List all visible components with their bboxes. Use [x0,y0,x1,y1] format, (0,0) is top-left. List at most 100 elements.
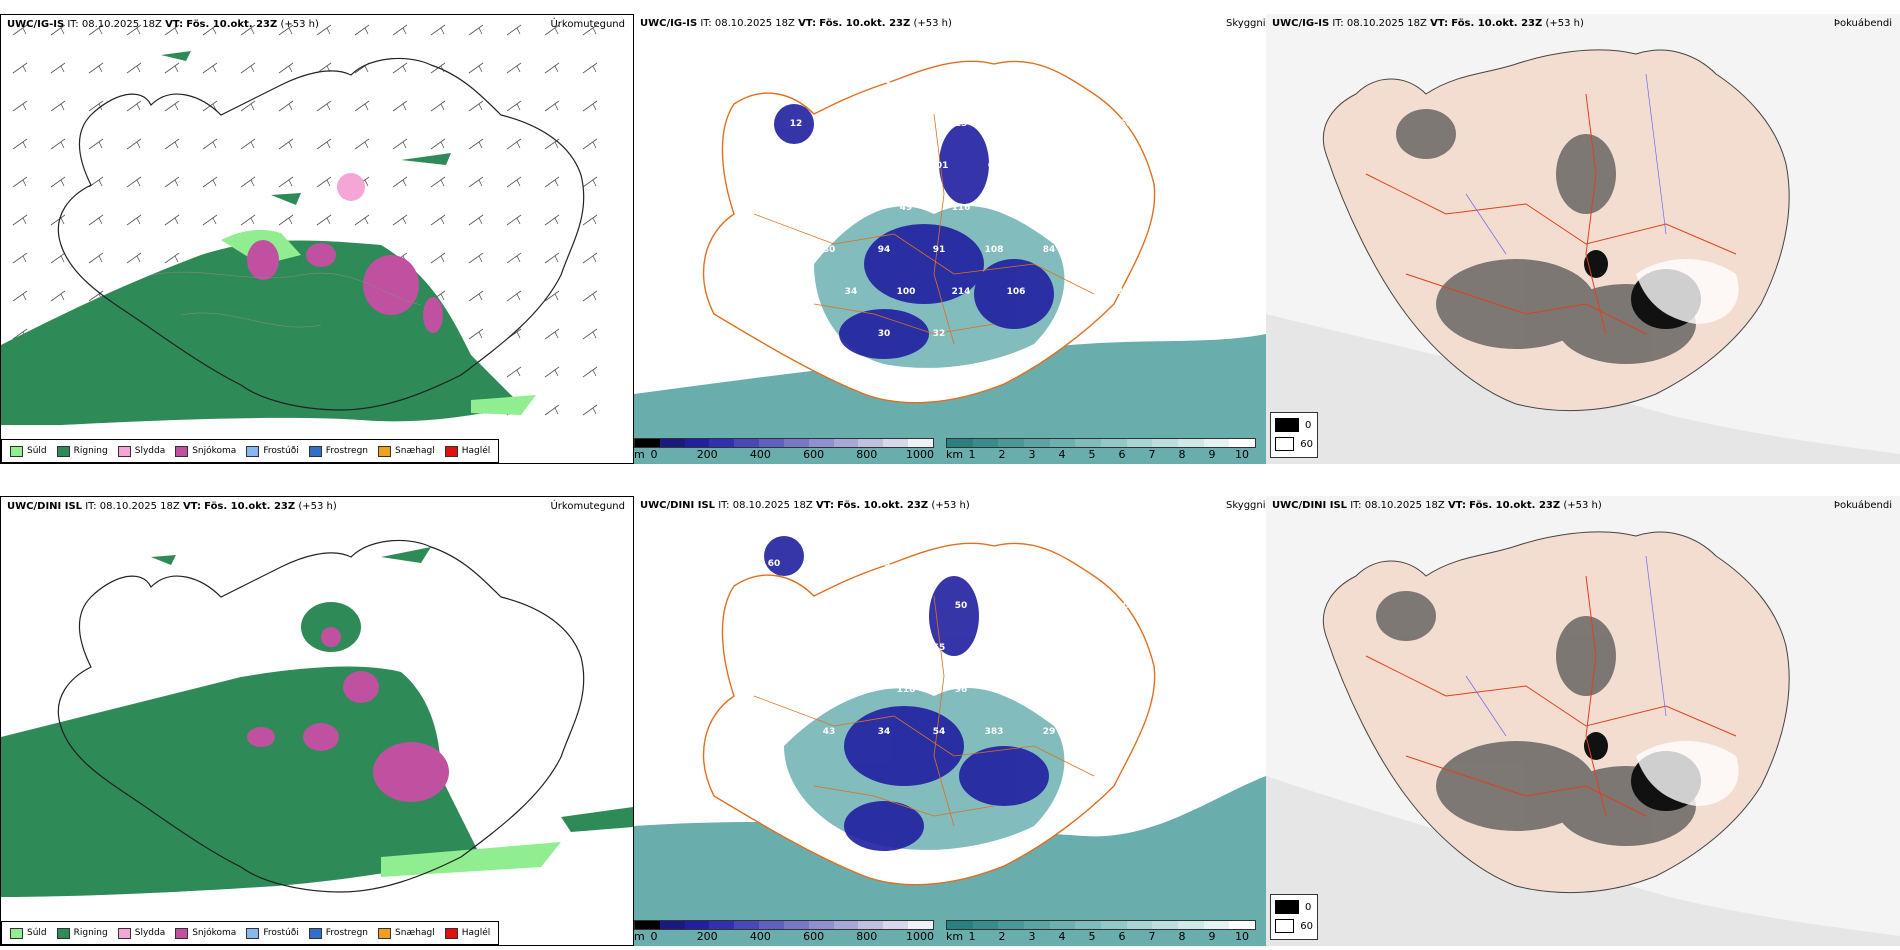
wind-barb-icon [88,62,104,74]
precip-header-row1: UWC/IG-IS IT: 08.10.2025 18Z VT: Fös. 10… [7,19,319,30]
fog-map-row1 [1266,49,1900,464]
wind-barb-icon [544,366,560,378]
wind-barb-icon [430,176,446,188]
cloud-base-label: 103 [1117,601,1136,611]
colorbar-tick-label: 400 [749,448,771,461]
colorbar-swatch [783,439,809,447]
wind-barb-icon [316,176,332,188]
cloud-base-label: 27 [900,119,913,129]
legend-item: Snjókoma [175,445,236,457]
colorbar-swatch [833,439,859,447]
cloud-base-label: 47 [823,329,836,339]
wind-barb-icon [544,176,560,188]
cloud-base-label: 104 [765,245,784,255]
cloud-header-row1: UWC/IG-IS IT: 08.10.2025 18Z VT: Fös. 10… [640,18,952,29]
wind-barb-icon [240,176,256,188]
wind-barb-icon [12,138,28,150]
wind-barb-icon [506,62,522,74]
fog-legend-swatch-60 [1275,437,1295,451]
cloud-base-label: 100 [897,287,916,297]
cloud-base-label: 108 [985,245,1004,255]
cloud-base-unit: m [634,930,645,943]
colorbar-swatch [734,439,760,447]
colorbar-swatch [759,439,784,447]
wind-barb-icon [88,24,104,36]
cloud-base-label: 34 [845,287,858,297]
cloud-base-label: 80 [845,601,858,611]
colorbar-swatch [972,439,999,447]
visibility-colorbar-swatches [946,920,1256,930]
cloud-base-label: 84 [1043,245,1056,255]
cloud-base-label: 96 [955,685,968,695]
colorbar-swatch [972,921,999,929]
wind-barb-icon [392,100,408,112]
fog-index-title-row1: Þokuábendi [1833,18,1892,29]
colorbar-swatch [947,439,973,447]
wind-barb-icon [506,214,522,226]
colorbar-tick-label: 0 [650,448,658,461]
precip-type-legend-row2: Súld Rigning Slydda Snjókoma Frostúði Fr… [1,921,500,945]
cloud-base-label: 54 [878,77,891,87]
colorbar-swatch [1126,439,1153,447]
cloud-base-label: 65 [1043,77,1056,87]
wind-barb-icon [582,214,598,226]
wind-barb-icon [164,176,180,188]
wind-barb-icon [240,100,256,112]
legend-swatch [378,445,392,457]
wind-barb-icon [582,100,598,112]
colorbar-swatch [635,921,660,929]
cloud-base-label: 62 [1098,643,1111,653]
colorbar-tick-label: 7 [1148,448,1156,461]
wind-barb-icon [468,138,484,150]
legend-swatch [378,927,392,939]
fog-map-row2 [1266,531,1900,946]
colorbar-swatch [684,921,710,929]
colorbar-swatch [833,921,859,929]
wind-barb-icon [164,62,180,74]
wind-barb-icon [126,24,142,36]
wind-barb-icon [354,214,370,226]
colorbar-swatch [908,439,933,447]
wind-barb-icon [582,328,598,340]
wind-barb-icon [392,62,408,74]
visibility-title-row2: Skyggni [1226,500,1266,511]
colorbar-swatch [659,439,685,447]
wind-barb-icon [278,176,294,188]
wind-barb-icon [506,366,522,378]
wind-barb-icon [50,252,66,264]
wind-barb-icon [50,100,66,112]
colorbar-tick-label: 400 [749,930,771,943]
cloud-base-label: 118 [897,685,916,695]
colorbar-tick-label: 7 [1148,930,1156,943]
visibility-colorbar-swatches [946,438,1256,448]
colorbar-tick-label: 2 [998,448,1006,461]
wind-barb-icon [164,214,180,226]
colorbar-tick-label: 9 [1208,930,1216,943]
cloud-base-label: 87 [988,643,1001,653]
legend-item: Frostregn [308,445,368,457]
wind-barb-icon [392,176,408,188]
colorbar-swatch [1101,921,1127,929]
wind-barb-icon [544,214,560,226]
visibility-colorbar-row1: km 1 2 3 4 5 6 7 8 9 10 [946,438,1256,462]
legend-swatch [246,927,260,939]
precip-map-row2 [1,539,633,897]
legend-item: Haglél [444,445,490,457]
colorbar-tick-label: 800 [856,448,878,461]
cloud-base-label: 63 [878,559,891,569]
visibility-title-row1: Skyggni [1226,18,1266,29]
colorbar-swatch [998,921,1025,929]
colorbar-swatch [759,921,784,929]
wind-barb-icon [392,214,408,226]
fog-index-legend-row1: 0 60 [1270,412,1318,458]
cloud-base-label: 61 [878,643,891,653]
cloud-base-label: 105 [765,77,784,87]
cloud-base-label: 43 [823,727,836,737]
colorbar-swatch [783,921,809,929]
cloud-base-label: 65 [933,643,946,653]
wind-barb-icon [202,214,218,226]
wind-barb-icon [50,24,66,36]
colorbar-swatch [709,439,735,447]
wind-barb-icon [126,214,142,226]
